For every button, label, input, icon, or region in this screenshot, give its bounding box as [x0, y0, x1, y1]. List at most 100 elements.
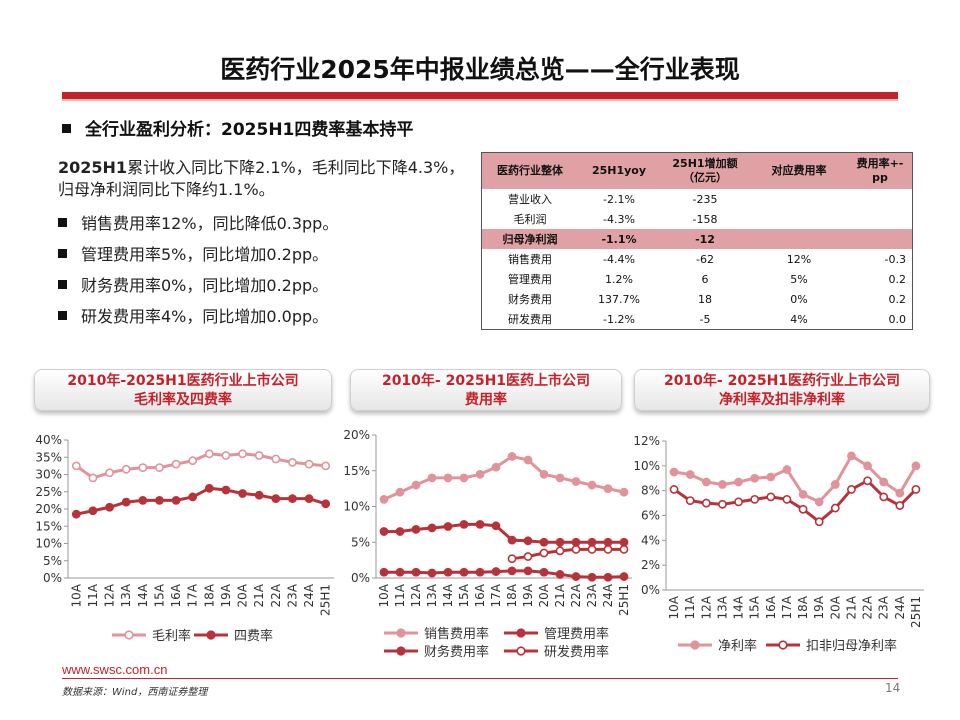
x-tick-label: 20A	[537, 583, 551, 607]
data-point-销售费用率	[475, 469, 485, 479]
bullet-item: 财务费用率0%，同比增加0.2pp。	[58, 272, 328, 296]
data-point-四费率	[188, 492, 198, 502]
table-cell: 1.2%	[605, 272, 633, 286]
data-point-毛利率	[254, 451, 264, 460]
data-point-毛利率	[121, 464, 131, 474]
y-tick-label: 2%	[641, 558, 660, 572]
table-row: 销售费用 -4.4% -62 12% -0.3	[482, 249, 913, 269]
data-point-研发费用率	[555, 546, 565, 556]
table-cell: 营业收入	[508, 193, 552, 206]
table-header-cell: 25H1增加额 （亿元）	[660, 152, 750, 189]
data-point-四费率	[105, 502, 114, 512]
table-cell: -4.3%	[603, 212, 635, 226]
data-point-净利率	[734, 477, 743, 487]
data-point-扣非归母净利率	[734, 497, 743, 507]
table-cell	[848, 229, 913, 249]
data-point-净利率	[863, 461, 872, 471]
legend-swatch-marker	[206, 630, 216, 640]
table-header-cell: 费用率+-pp	[848, 152, 913, 189]
table-cell	[848, 189, 913, 209]
data-point-财务费用率	[491, 567, 501, 576]
data-point-财务费用率	[395, 567, 405, 577]
data-point-净利率	[669, 467, 679, 477]
data-point-销售费用率	[619, 487, 629, 497]
chart2-title-line: 2010年- 2025H1医药上市公司	[381, 373, 591, 389]
table-cell: -158	[692, 212, 718, 226]
x-tick-label: 21A	[553, 583, 567, 607]
y-tick-label: 20%	[343, 428, 370, 442]
data-point-净利率	[830, 480, 840, 489]
data-point-四费率	[121, 497, 131, 507]
x-tick-label: 24A	[601, 583, 615, 607]
data-point-扣非归母净利率	[863, 476, 872, 486]
x-tick-label: 20A	[828, 595, 842, 619]
x-tick-label: 12A	[103, 583, 117, 607]
data-point-净利率	[798, 489, 808, 499]
data-point-财务费用率	[411, 567, 421, 577]
data-point-财务费用率	[571, 572, 581, 581]
x-tick-label: 11A	[393, 583, 407, 607]
data-point-四费率	[254, 490, 264, 500]
x-tick-label: 13A	[425, 583, 439, 607]
data-point-销售费用率	[395, 487, 405, 497]
data-point-管理费用率	[587, 537, 597, 547]
bullet-item: 销售费用率12%，同比降低0.3pp。	[58, 210, 338, 234]
data-point-四费率	[155, 495, 164, 505]
data-point-四费率	[304, 494, 314, 504]
bullet-text: 销售费用率12%，同比降低0.3pp。	[81, 214, 339, 233]
legend-swatch-marker	[124, 630, 134, 640]
x-tick-label: 13A	[715, 595, 729, 619]
data-point-财务费用率	[379, 567, 389, 577]
table-cell: 137.7%	[598, 292, 640, 306]
footer-divider	[62, 678, 898, 679]
data-point-销售费用率	[427, 473, 437, 483]
table-cell: 管理费用	[508, 273, 552, 286]
y-tick-label: 25%	[35, 485, 62, 499]
data-point-扣非归母净利率	[798, 504, 808, 514]
data-point-销售费用率	[411, 480, 421, 490]
title-divider-shadow	[62, 99, 898, 101]
data-point-销售费用率	[571, 477, 581, 486]
data-point-销售费用率	[379, 494, 389, 504]
square-bullet-icon	[58, 311, 67, 320]
table-cell: -0.3	[884, 252, 906, 266]
x-tick-label: 14A	[441, 583, 455, 607]
y-tick-label: 10%	[35, 537, 62, 551]
data-point-毛利率	[88, 473, 98, 483]
table-cell	[750, 229, 848, 249]
table-header-row: 医药行业整体 25H1yoy 25H1增加额 （亿元） 对应费用率 费用率+-pp	[481, 152, 913, 189]
legend-swatch-marker	[516, 646, 526, 656]
data-point-四费率	[238, 489, 247, 498]
y-tick-label: 10%	[343, 500, 370, 514]
title-divider	[62, 92, 898, 99]
data-point-销售费用率	[603, 484, 613, 494]
x-tick-label: 17A	[186, 583, 200, 607]
data-point-毛利率	[204, 449, 214, 459]
x-tick-label: 18A	[505, 583, 519, 607]
table-cell: 0%	[790, 292, 808, 306]
x-tick-label: 10A	[667, 595, 681, 619]
x-tick-label: 23A	[285, 583, 299, 607]
x-tick-label: 12A	[699, 595, 713, 619]
footer-url[interactable]: www.swsc.com.cn	[62, 662, 168, 677]
x-tick-label: 18A	[202, 583, 216, 607]
legend-label: 扣非归母净利率	[806, 638, 897, 654]
data-point-净利率	[847, 451, 856, 461]
x-tick-label: 23A	[585, 583, 599, 607]
data-point-管理费用率	[475, 519, 485, 529]
square-bullet-icon	[58, 218, 67, 227]
data-point-毛利率	[71, 461, 81, 471]
table-row: 毛利润 -4.3% -158	[482, 209, 913, 229]
data-point-毛利率	[188, 456, 198, 466]
series-line-四费率	[76, 486, 327, 516]
y-tick-label: 30%	[35, 468, 62, 482]
data-point-研发费用率	[587, 545, 597, 554]
data-point-管理费用率	[411, 524, 421, 534]
data-point-毛利率	[304, 459, 314, 469]
bullet-text: 财务费用率0%，同比增加0.2pp。	[81, 276, 329, 295]
x-tick-label: 24A	[302, 583, 316, 607]
data-point-管理费用率	[395, 527, 405, 536]
x-tick-label: 11A	[683, 595, 697, 619]
x-tick-label: 22A	[861, 595, 875, 619]
data-point-研发费用率	[539, 548, 549, 558]
